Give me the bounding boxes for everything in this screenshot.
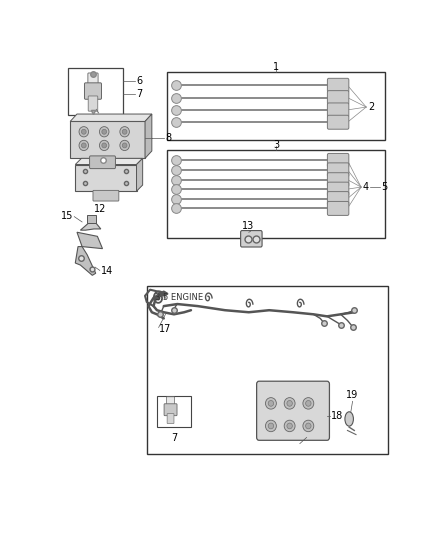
Bar <box>68 68 123 115</box>
FancyBboxPatch shape <box>327 182 348 196</box>
Polygon shape <box>80 223 101 230</box>
Ellipse shape <box>99 127 109 137</box>
FancyBboxPatch shape <box>88 73 98 86</box>
Text: 12: 12 <box>93 204 106 214</box>
FancyBboxPatch shape <box>327 103 348 117</box>
Ellipse shape <box>265 420 276 432</box>
Polygon shape <box>77 232 102 248</box>
Bar <box>70 122 145 158</box>
Text: 14: 14 <box>101 266 113 276</box>
FancyBboxPatch shape <box>93 190 119 201</box>
Text: 18: 18 <box>330 411 342 421</box>
Ellipse shape <box>305 423 311 429</box>
Ellipse shape <box>286 400 292 406</box>
FancyBboxPatch shape <box>240 231 261 247</box>
FancyBboxPatch shape <box>327 91 348 104</box>
Text: 8: 8 <box>165 133 171 143</box>
Ellipse shape <box>344 412 353 426</box>
Ellipse shape <box>81 143 86 148</box>
Ellipse shape <box>120 127 129 137</box>
Polygon shape <box>136 158 142 191</box>
Text: 4: 4 <box>362 182 368 192</box>
Ellipse shape <box>79 127 88 137</box>
Text: 5: 5 <box>380 182 386 192</box>
Text: 19: 19 <box>346 391 358 400</box>
Text: 6: 6 <box>136 76 142 86</box>
Text: 2: 2 <box>367 102 373 112</box>
FancyBboxPatch shape <box>256 381 328 440</box>
Polygon shape <box>75 158 142 165</box>
FancyBboxPatch shape <box>327 173 348 187</box>
Ellipse shape <box>265 398 276 409</box>
Ellipse shape <box>120 140 129 150</box>
Text: 1: 1 <box>272 62 279 72</box>
FancyBboxPatch shape <box>167 414 173 424</box>
Bar <box>157 397 191 427</box>
FancyBboxPatch shape <box>164 404 177 416</box>
Ellipse shape <box>305 400 311 406</box>
FancyBboxPatch shape <box>89 156 115 168</box>
Bar <box>167 72 384 140</box>
Ellipse shape <box>79 140 88 150</box>
Ellipse shape <box>283 420 294 432</box>
Polygon shape <box>75 247 95 276</box>
Ellipse shape <box>122 143 127 148</box>
Polygon shape <box>145 114 152 158</box>
FancyBboxPatch shape <box>88 96 98 111</box>
Ellipse shape <box>102 130 106 134</box>
FancyBboxPatch shape <box>327 163 348 177</box>
Text: 15: 15 <box>61 211 74 221</box>
Bar <box>167 150 384 238</box>
Bar <box>87 215 95 223</box>
FancyBboxPatch shape <box>327 78 348 92</box>
FancyBboxPatch shape <box>84 83 101 99</box>
Ellipse shape <box>302 420 313 432</box>
FancyBboxPatch shape <box>327 201 348 215</box>
Ellipse shape <box>302 398 313 409</box>
Ellipse shape <box>99 140 109 150</box>
Ellipse shape <box>286 423 292 429</box>
Ellipse shape <box>81 130 86 134</box>
Text: 3: 3 <box>272 140 279 150</box>
FancyBboxPatch shape <box>166 397 174 407</box>
Ellipse shape <box>122 130 127 134</box>
Text: 17: 17 <box>158 324 171 334</box>
Text: 3.5 ENGINE: 3.5 ENGINE <box>155 293 203 302</box>
Ellipse shape <box>268 423 273 429</box>
FancyBboxPatch shape <box>327 115 348 129</box>
Text: 13: 13 <box>241 221 254 231</box>
Bar <box>146 286 387 454</box>
Text: 7: 7 <box>136 89 142 99</box>
FancyBboxPatch shape <box>327 191 348 206</box>
Bar <box>75 165 136 191</box>
Ellipse shape <box>102 143 106 148</box>
Ellipse shape <box>268 400 273 406</box>
Ellipse shape <box>283 398 294 409</box>
Polygon shape <box>70 114 152 122</box>
Text: 7: 7 <box>170 433 177 443</box>
FancyBboxPatch shape <box>327 154 348 167</box>
